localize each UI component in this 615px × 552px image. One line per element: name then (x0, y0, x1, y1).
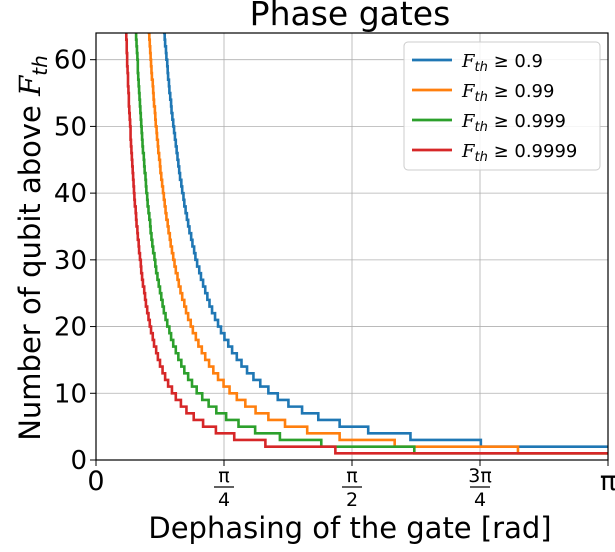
legend-entry: Fth ≥ 0.9 (461, 51, 543, 75)
x-tick-numerator: π (218, 465, 229, 487)
y-tick-label: 40 (54, 179, 87, 209)
y-tick-label: 0 (70, 446, 87, 476)
legend-value: ≥ 0.9 (488, 51, 543, 72)
legend-subscript: th (475, 60, 488, 75)
legend-subscript: th (475, 90, 488, 105)
series-line-2 (147, 33, 608, 455)
legend-box (403, 41, 601, 171)
x-tick-numerator: 3π (468, 465, 492, 487)
x-tick-label: π (600, 466, 615, 497)
x-tick-numerator: π (346, 465, 357, 487)
legend-subscript: th (475, 150, 488, 165)
y-axis-label-text: Number of qubit above (13, 96, 47, 441)
x-tick-label: 0 (87, 466, 104, 497)
legend-value: ≥ 0.99 (488, 81, 555, 102)
x-tick-denominator: 2 (346, 489, 358, 511)
legend-entry: Fth ≥ 0.99 (461, 81, 554, 105)
x-tick-denominator: 4 (218, 489, 230, 511)
x-tick-label-fraction: π4 (214, 465, 235, 511)
y-tick-label: 50 (54, 112, 87, 142)
y-axis: 0 10 20 30 40 50 60 (54, 46, 96, 476)
legend-subscript: th (475, 120, 488, 135)
legend-symbol: F (461, 51, 476, 72)
chart-title: Phase gates (250, 0, 451, 33)
legend-symbol: F (461, 141, 476, 162)
x-tick-label-fraction: 3π4 (468, 465, 492, 511)
y-tick-label: 10 (54, 379, 87, 409)
series-line-4 (124, 33, 608, 455)
legend-symbol: F (461, 81, 476, 102)
legend-entry: Fth ≥ 0.9999 (461, 141, 577, 165)
y-axis-label: Number of qubit above Fth (13, 55, 52, 441)
x-axis-label: Dephasing of the gate [rad] (148, 511, 551, 545)
x-tick-label-fraction: π2 (342, 465, 363, 511)
legend-symbol: F (461, 111, 476, 132)
legend-value: ≥ 0.999 (488, 111, 566, 132)
legend-value: ≥ 0.9999 (488, 141, 578, 162)
x-tick-denominator: 4 (474, 489, 486, 511)
series-layer (124, 33, 608, 455)
y-tick-label: 60 (54, 46, 87, 76)
y-tick-label: 20 (54, 313, 87, 343)
y-axis-label-symbol: F (13, 75, 47, 97)
legend-entry: Fth ≥ 0.999 (461, 111, 566, 135)
y-axis-label-subscript: th (28, 55, 52, 76)
y-tick-label: 30 (54, 246, 87, 276)
